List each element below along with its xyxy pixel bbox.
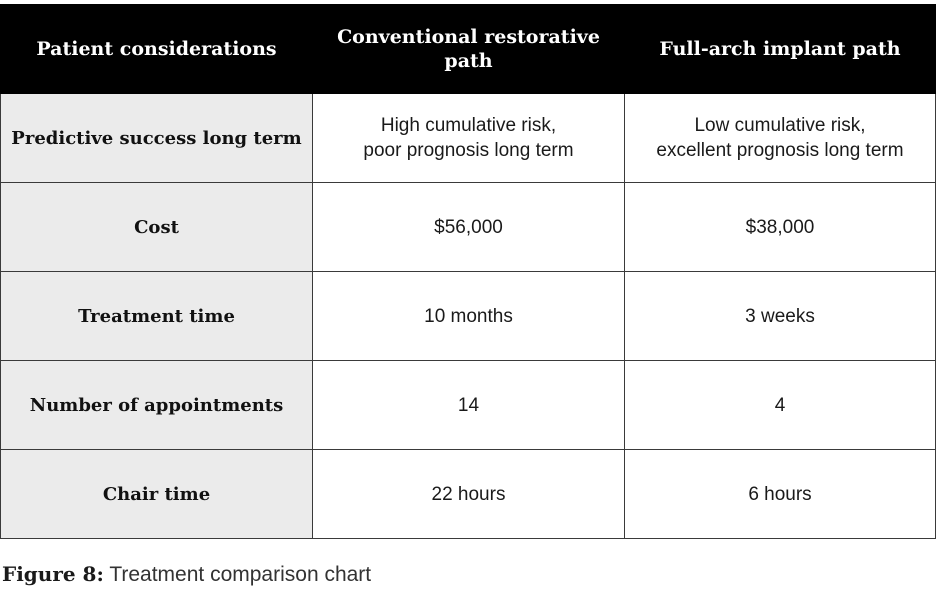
table-row: Predictive success long term High cumula…: [0, 93, 936, 183]
implant-cell: 6 hours: [624, 449, 936, 539]
row-label: Chair time: [0, 449, 313, 539]
row-label: Treatment time: [0, 271, 313, 361]
conventional-cell: $56,000: [312, 182, 625, 272]
conventional-cell: High cumulative risk, poor prognosis lon…: [312, 93, 625, 183]
figure-caption-lead: Figure 8:: [2, 562, 104, 586]
table-row: Chair time 22 hours 6 hours: [0, 449, 936, 539]
implant-cell: 3 weeks: [624, 271, 936, 361]
conventional-cell: 22 hours: [312, 449, 625, 539]
treatment-comparison-table: Patient considerations Conventional rest…: [0, 4, 936, 539]
cell-line: Low cumulative risk,: [694, 115, 866, 136]
row-label: Number of appointments: [0, 360, 313, 450]
implant-cell: 4: [624, 360, 936, 450]
table-row: Treatment time 10 months 3 weeks: [0, 271, 936, 361]
conventional-cell: 10 months: [312, 271, 625, 361]
cell-line: excellent prognosis long term: [656, 140, 904, 161]
row-label: Predictive success long term: [0, 93, 313, 183]
conventional-cell: 14: [312, 360, 625, 450]
implant-cell: $38,000: [624, 182, 936, 272]
header-patient-considerations: Patient considerations: [0, 4, 313, 94]
header-conventional-path: Conventional restorative path: [312, 4, 625, 94]
figure-caption-text: Treatment comparison chart: [103, 563, 372, 586]
header-implant-path: Full-arch implant path: [624, 4, 936, 94]
table-row: Number of appointments 14 4: [0, 360, 936, 450]
table-header-row: Patient considerations Conventional rest…: [0, 4, 936, 94]
table-row: Cost $56,000 $38,000: [0, 182, 936, 272]
figure-caption: Figure 8: Treatment comparison chart: [2, 561, 371, 588]
row-label: Cost: [0, 182, 313, 272]
cell-line: poor prognosis long term: [363, 140, 574, 161]
cell-line: High cumulative risk,: [380, 115, 557, 136]
implant-cell: Low cumulative risk, excellent prognosis…: [624, 93, 936, 183]
